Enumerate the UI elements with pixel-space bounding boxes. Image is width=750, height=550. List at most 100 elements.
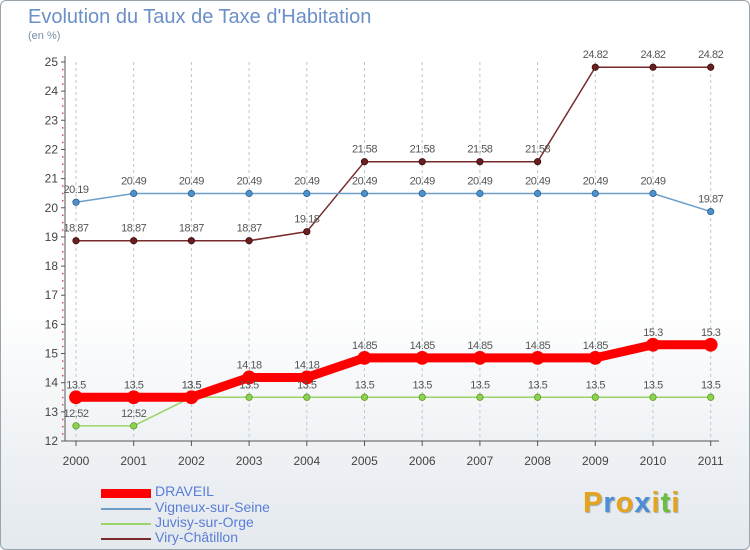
chart-title: Evolution du Taux de Taxe d'Habitation xyxy=(28,6,372,28)
data-label: 13.5 xyxy=(182,379,202,391)
data-point xyxy=(588,351,603,365)
data-point xyxy=(245,393,253,401)
data-label: 14.85 xyxy=(410,340,435,352)
data-label: 20.19 xyxy=(63,184,88,196)
data-point xyxy=(69,390,83,405)
data-point xyxy=(591,189,599,198)
data-point xyxy=(360,393,369,401)
y-minor-tick xyxy=(62,83,64,85)
y-minor-tick xyxy=(62,76,64,78)
x-tick-label: 2009 xyxy=(582,454,609,468)
y-minor-tick xyxy=(62,272,64,275)
data-label: 13.5 xyxy=(701,379,721,391)
data-label: 18.87 xyxy=(237,223,262,235)
data-label: 14.85 xyxy=(467,340,492,352)
y-minor-tick xyxy=(62,338,64,340)
y-tick-label: 20 xyxy=(45,201,59,215)
data-label: 20.49 xyxy=(583,175,608,187)
y-minor-tick xyxy=(62,418,64,421)
y-tick-label: 17 xyxy=(45,288,59,302)
data-label: 13.5 xyxy=(297,379,317,391)
x-tick-label: 2006 xyxy=(409,454,436,468)
x-tick-label: 2002 xyxy=(178,454,205,468)
data-point xyxy=(130,422,138,430)
data-point xyxy=(649,189,657,198)
data-point xyxy=(126,390,141,405)
data-point xyxy=(72,237,80,245)
y-minor-tick xyxy=(62,251,64,253)
y-minor-tick xyxy=(62,141,64,144)
data-point xyxy=(303,393,311,401)
data-label: 12.52 xyxy=(121,408,146,420)
data-point xyxy=(646,337,660,352)
data-label: 20.49 xyxy=(410,175,435,187)
data-point xyxy=(72,422,80,430)
legend-label: DRAVEIL xyxy=(155,483,214,499)
data-label: 19.18 xyxy=(294,214,319,226)
data-label: 13.5 xyxy=(182,379,202,391)
y-minor-tick xyxy=(62,163,64,166)
data-label: 13.5 xyxy=(470,379,490,391)
logo-letter: r xyxy=(603,487,616,519)
y-minor-tick xyxy=(62,287,64,289)
y-minor-tick xyxy=(62,345,64,348)
data-label: 13.5 xyxy=(124,379,144,391)
data-point xyxy=(303,228,311,236)
logo-letter: t xyxy=(660,487,672,519)
data-point xyxy=(533,158,542,166)
data-label: 20.49 xyxy=(640,175,665,187)
legend-label: Vigneux-sur-Seine xyxy=(155,499,270,515)
series-line xyxy=(75,192,712,213)
data-point xyxy=(591,393,599,401)
legend-swatch xyxy=(101,538,151,540)
data-label: 14.85 xyxy=(583,340,608,352)
y-minor-tick xyxy=(62,433,64,435)
data-point xyxy=(242,370,257,385)
data-label: 13.5 xyxy=(355,379,375,391)
legend-label: Juvisy-sur-Orge xyxy=(155,514,254,530)
data-point xyxy=(245,237,253,245)
data-point xyxy=(187,189,195,198)
data-point xyxy=(476,393,484,401)
legend-label: Viry-Châtillon xyxy=(155,529,238,545)
data-point xyxy=(476,189,484,198)
data-label: 21.58 xyxy=(410,144,435,156)
y-minor-tick xyxy=(62,360,64,362)
logo-letter: i xyxy=(651,487,661,519)
x-tick-label: 2010 xyxy=(640,454,667,468)
y-minor-tick xyxy=(62,192,64,195)
y-minor-tick xyxy=(62,214,64,217)
y-minor-tick xyxy=(62,199,64,202)
data-label: 14.85 xyxy=(525,340,550,352)
x-tick-label: 2005 xyxy=(351,454,378,468)
data-label: 13.5 xyxy=(239,379,259,391)
y-minor-tick xyxy=(62,280,64,282)
data-point xyxy=(360,158,369,166)
data-label: 19.87 xyxy=(698,194,723,206)
data-label: 21.58 xyxy=(525,144,550,156)
data-point xyxy=(703,337,718,352)
data-label: 24.82 xyxy=(640,49,665,61)
y-minor-tick xyxy=(62,404,64,406)
y-tick-label: 12 xyxy=(45,434,59,448)
logo-letter: i xyxy=(671,487,681,519)
y-minor-tick xyxy=(62,331,64,333)
logo-letter: x xyxy=(634,487,652,519)
data-label: 15.3 xyxy=(701,327,721,339)
x-tick-label: 2007 xyxy=(467,454,494,468)
y-tick-label: 23 xyxy=(45,113,59,127)
y-tick-label: 16 xyxy=(45,317,59,331)
y-tick-label: 22 xyxy=(45,142,59,156)
x-tick-label: 2000 xyxy=(63,454,90,468)
data-point xyxy=(476,158,484,166)
data-point xyxy=(360,189,369,198)
data-label: 18.87 xyxy=(179,223,204,235)
y-minor-tick xyxy=(62,367,64,370)
data-point xyxy=(245,189,253,198)
data-point xyxy=(130,189,138,198)
data-label: 20.49 xyxy=(467,175,492,187)
data-label: 13.5 xyxy=(643,379,663,391)
y-tick-label: 21 xyxy=(45,172,59,186)
y-minor-tick xyxy=(62,302,64,304)
